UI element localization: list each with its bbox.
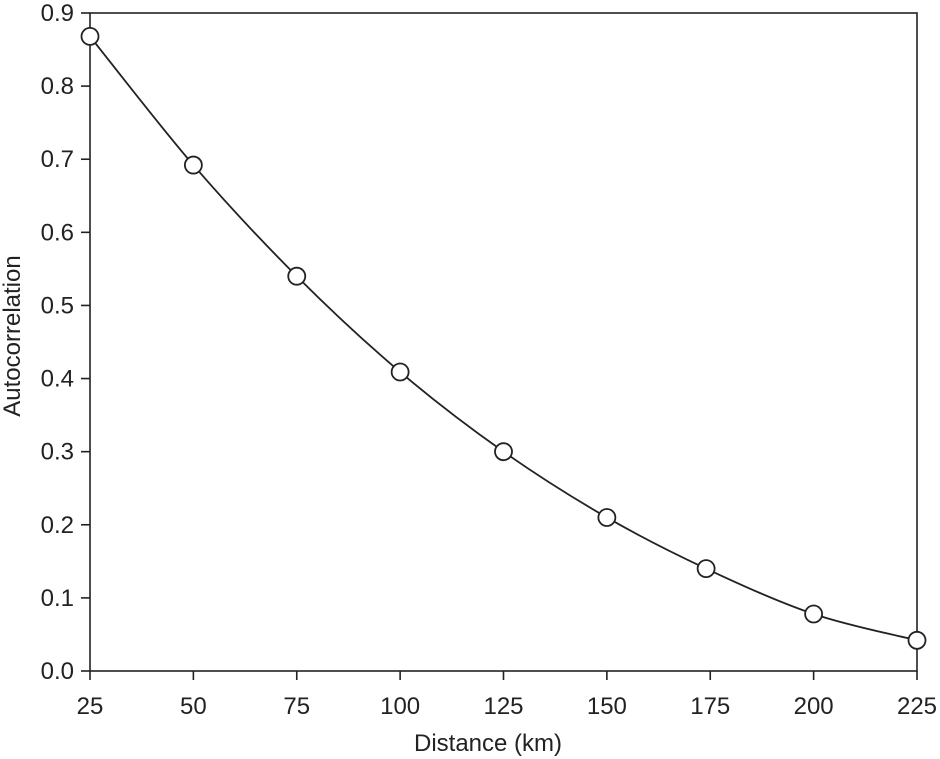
- y-tick-label: 0.8: [41, 73, 74, 100]
- x-tick-label: 50: [180, 693, 207, 720]
- data-point: [804, 604, 824, 624]
- data-point: [287, 266, 307, 286]
- y-tick-label: 0.0: [41, 658, 74, 685]
- x-axis-ticks: 25 50 75 100 125 150 175 200 225: [77, 671, 937, 720]
- y-tick-label: 0.4: [41, 366, 74, 393]
- x-axis-title: Distance (km): [414, 730, 562, 757]
- data-point: [907, 630, 927, 650]
- fit-curve-group: [89, 35, 918, 642]
- y-tick-label: 0.2: [41, 512, 74, 539]
- x-tick-label: 175: [690, 693, 730, 720]
- data-point: [696, 559, 716, 579]
- y-tick-label: 0.5: [41, 292, 74, 319]
- x-tick-label: 25: [77, 693, 104, 720]
- x-tick-label: 200: [794, 693, 834, 720]
- plot-frame: [89, 12, 918, 672]
- data-point: [183, 155, 203, 175]
- x-tick-label: 150: [587, 693, 627, 720]
- y-tick-label: 0.9: [41, 0, 74, 27]
- x-tick-label: 225: [897, 693, 937, 720]
- y-tick-label: 0.3: [41, 439, 74, 466]
- y-tick-label: 0.7: [41, 146, 74, 173]
- y-tick-label: 0.6: [41, 219, 74, 246]
- x-tick-label: 75: [283, 693, 310, 720]
- y-axis-ticks: 0.0 0.1 0.2 0.3 0.4 0.5 0.6 0.7 0.8 0.9: [41, 0, 90, 685]
- y-axis-title: Autocorrelation: [0, 255, 26, 416]
- data-point: [390, 362, 410, 382]
- x-tick-label: 100: [380, 693, 420, 720]
- data-point: [494, 442, 513, 462]
- data-points: [80, 26, 927, 650]
- data-point: [597, 508, 617, 527]
- plot-area: [89, 12, 918, 672]
- data-point: [80, 26, 100, 46]
- x-tick-label: 125: [483, 693, 523, 720]
- fit-curve: [89, 35, 918, 642]
- y-tick-label: 0.1: [41, 585, 74, 612]
